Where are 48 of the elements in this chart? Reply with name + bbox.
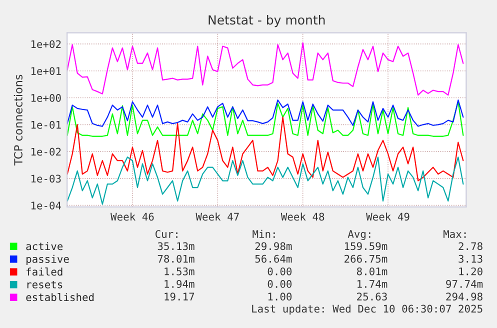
text: 1.74m — [358, 280, 388, 288]
text: 1.53m — [164, 267, 194, 276]
legend-label: failed — [26, 268, 62, 276]
line-series — [67, 116, 464, 182]
text: 1.00 — [268, 292, 292, 301]
chart-title: Netstat - by month — [208, 14, 325, 28]
text: Last update: Wed Dec 10 06:30:07 2025 — [252, 304, 482, 315]
text: 78.01m — [158, 254, 194, 263]
y-tick-label: 1e+00 — [31, 94, 61, 102]
line-series — [67, 100, 464, 127]
y-tick-label: 1e+02 — [31, 40, 61, 48]
legend-label: resets — [27, 280, 62, 288]
y-axis-title: TCP connections — [14, 74, 22, 166]
line-series — [67, 156, 464, 205]
text: 159.59m — [345, 242, 388, 250]
x-tick-label: Week 46 — [110, 212, 154, 221]
legend-label: active — [26, 242, 63, 250]
text: 25.63 — [357, 292, 387, 301]
text: Min: — [252, 230, 275, 238]
text: 294.98 — [446, 292, 482, 301]
text: 0.00 — [268, 267, 292, 276]
x-tick-label: Week 48 — [280, 212, 324, 221]
legend-label: passive — [26, 254, 69, 265]
text: Max: — [444, 230, 466, 238]
line-series — [67, 101, 464, 137]
text: 35.13m — [158, 242, 194, 250]
text: 2.78 — [458, 242, 482, 250]
text: 3.13 — [458, 254, 482, 263]
text: 1.94m — [164, 280, 194, 288]
text: 97.74m — [446, 280, 483, 288]
y-tick-label: 1e-03 — [31, 174, 61, 183]
line-series — [67, 42, 464, 96]
y-tick-label: 1e-01 — [31, 120, 61, 129]
x-tick-label: Week 49 — [366, 212, 410, 221]
y-tick-label: 1e+01 — [31, 67, 61, 75]
text: 56.64m — [255, 254, 292, 263]
x-tick-label: Week 47 — [196, 212, 239, 221]
legend-label: established — [26, 293, 94, 302]
text: 8.01m — [356, 267, 388, 276]
text: Avg: — [348, 230, 370, 240]
y-tick-label: 1e-02 — [31, 148, 61, 156]
text: 19.17 — [164, 292, 194, 301]
text: 0.00 — [268, 280, 292, 288]
text: 29.98m — [255, 242, 292, 250]
text: 266.75m — [344, 254, 388, 263]
text: 1.20 — [459, 267, 482, 276]
text: Cur: — [156, 230, 178, 238]
y-tick-label: 1e-04 — [31, 202, 62, 210]
